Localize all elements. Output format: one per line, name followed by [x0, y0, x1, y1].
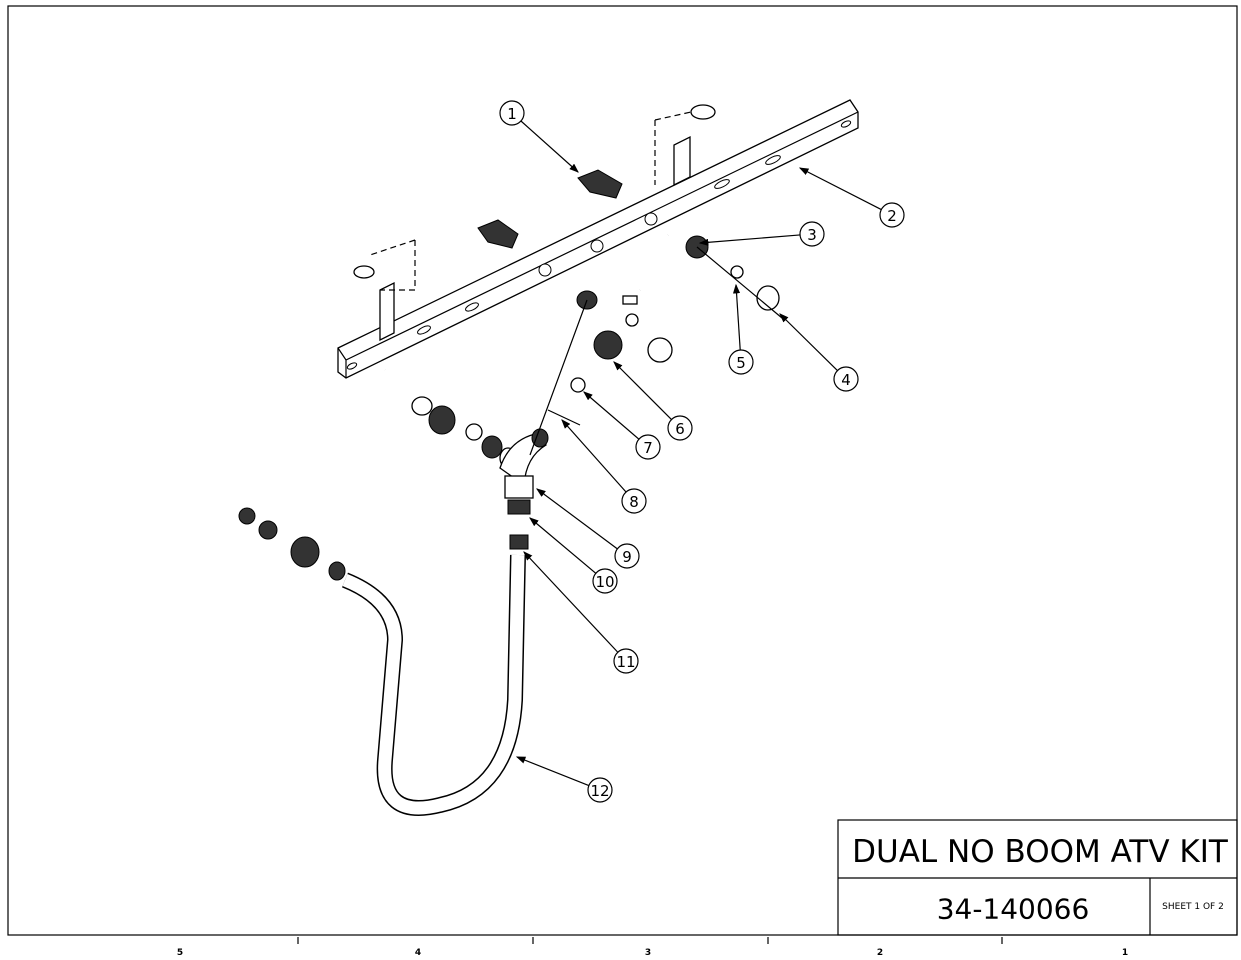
balloon-label: 7 [643, 439, 653, 457]
balloon [499, 100, 525, 126]
leader-line [561, 419, 627, 493]
leader-line [523, 551, 619, 653]
zone-dividers [297, 937, 1003, 944]
leader-line [798, 167, 882, 211]
title-block: DUAL NO BOOM ATV KIT 34-140066 SHEET 1 O… [837, 819, 1238, 936]
balloon [833, 366, 859, 392]
leader-line [698, 234, 801, 246]
balloon [667, 415, 693, 441]
zone-label: 2 [877, 948, 883, 958]
balloon-label: 2 [887, 207, 897, 225]
leader-line [779, 313, 838, 372]
balloon [614, 543, 640, 569]
leader-line [529, 517, 597, 574]
leader-line [583, 391, 640, 440]
balloon-label: 5 [736, 354, 746, 372]
assembly [238, 99, 859, 816]
leader-line [515, 756, 590, 787]
sheet-border [7, 5, 1238, 936]
zone-label: 3 [645, 948, 651, 958]
balloon-label: 6 [675, 420, 685, 438]
balloon-label: 12 [590, 782, 609, 800]
balloon [879, 202, 905, 228]
balloon [799, 221, 825, 247]
zone-label: 4 [415, 948, 421, 958]
balloon [728, 349, 754, 375]
balloon-label: 10 [595, 573, 614, 591]
balloon [621, 488, 647, 514]
balloon [587, 777, 613, 803]
leader-line [536, 488, 618, 550]
part-number: 34-140066 [937, 893, 1090, 926]
balloon-label: 11 [616, 653, 635, 671]
balloon-label: 4 [841, 371, 851, 389]
balloon-label: 8 [629, 493, 639, 511]
balloon-label: 3 [807, 226, 817, 244]
zone-label: 1 [1122, 948, 1128, 958]
drawing-title: DUAL NO BOOM ATV KIT [852, 834, 1229, 870]
balloon-label: 9 [622, 548, 632, 566]
balloon-label: 1 [507, 105, 517, 123]
leader-line [520, 120, 579, 173]
balloon [635, 434, 661, 460]
balloon [613, 648, 639, 674]
leader-line [732, 283, 741, 351]
zone-label: 5 [177, 948, 183, 958]
leader-line [613, 361, 672, 420]
balloon [592, 568, 618, 594]
sheet-number: SHEET 1 OF 2 [1162, 902, 1224, 912]
